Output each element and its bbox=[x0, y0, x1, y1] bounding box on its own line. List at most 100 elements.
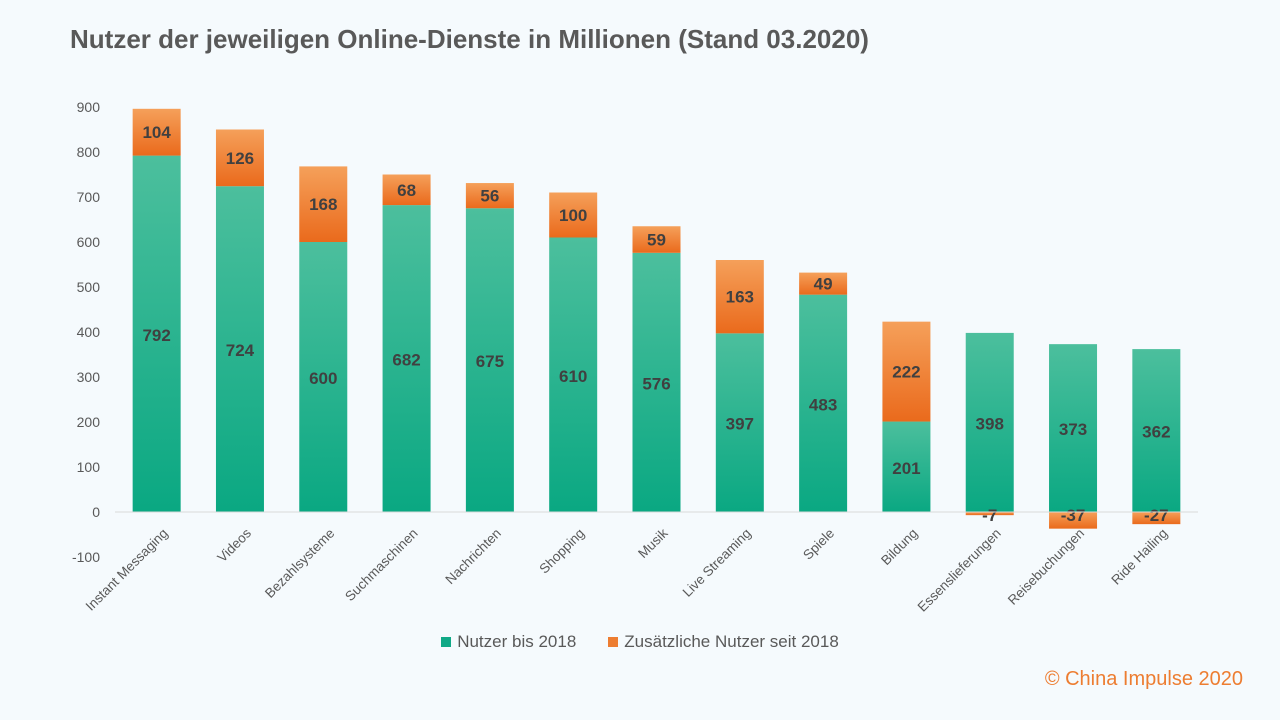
y-tick-label: 900 bbox=[77, 99, 101, 115]
data-label-base: 600 bbox=[309, 369, 337, 388]
data-label-extra: 59 bbox=[647, 231, 666, 250]
bar-group: 483 49 bbox=[799, 272, 848, 512]
bar-segment-base bbox=[799, 294, 848, 512]
legend-swatch-base bbox=[441, 637, 452, 647]
bar-group: 576 59 bbox=[632, 226, 681, 513]
data-label-extra: 100 bbox=[559, 206, 587, 225]
bar-group: 682 68 bbox=[382, 174, 431, 512]
data-label-extra: 104 bbox=[142, 123, 171, 142]
x-tick-label: Reisebuchungen bbox=[1005, 526, 1087, 608]
bar-group: 397 163 bbox=[715, 260, 764, 512]
bar-segment-extra bbox=[799, 272, 848, 295]
data-label-extra: 56 bbox=[480, 187, 499, 206]
bar-segment-extra bbox=[215, 129, 264, 187]
bar-group: 373 -37 bbox=[1049, 344, 1098, 529]
bar-segment-extra bbox=[1049, 512, 1098, 529]
x-tick-label: Bildung bbox=[878, 526, 920, 568]
data-label-base: 610 bbox=[559, 367, 587, 386]
y-tick-label: 500 bbox=[77, 279, 101, 295]
bar-segment-extra bbox=[965, 512, 1014, 516]
data-label-base: 792 bbox=[142, 326, 170, 345]
bar-group: 600 168 bbox=[299, 166, 348, 512]
y-tick-label: 300 bbox=[77, 369, 101, 385]
bars: 792 104 724 126 600 168 682 68 675 56 610 100 576 59 3… bbox=[132, 108, 1181, 529]
data-label-base: 675 bbox=[476, 352, 504, 371]
bar-segment-base bbox=[299, 242, 348, 512]
data-label-extra: 168 bbox=[309, 195, 337, 214]
data-label-base: 576 bbox=[642, 374, 670, 393]
y-tick-label: 600 bbox=[77, 234, 101, 250]
y-tick-label: 200 bbox=[77, 414, 101, 430]
x-axis: Instant Messaging Videos Bezahlsysteme Such… bbox=[83, 525, 1171, 614]
data-label-base: 682 bbox=[392, 351, 420, 370]
data-label-base: 724 bbox=[226, 341, 255, 360]
y-tick-label: 100 bbox=[77, 459, 101, 475]
bar-segment-extra bbox=[549, 192, 598, 238]
legend-swatch-extra bbox=[608, 637, 619, 647]
data-label-extra: 68 bbox=[397, 181, 416, 200]
y-tick-label: 700 bbox=[77, 189, 101, 205]
bar-group: 610 100 bbox=[549, 192, 598, 512]
bar-segment-base bbox=[215, 186, 264, 512]
bar-segment-base bbox=[965, 332, 1014, 512]
x-tick-label: Suchmaschinen bbox=[342, 526, 421, 605]
legend: Nutzer bis 2018 Zusätzliche Nutzer seit … bbox=[0, 632, 1280, 652]
bar-segment-extra bbox=[382, 174, 431, 206]
copyright-note: © China Impulse 2020 bbox=[1044, 668, 1243, 690]
bar-segment-base bbox=[882, 421, 931, 512]
legend-label-extra: Zusätzliche Nutzer seit 2018 bbox=[624, 632, 839, 651]
bar-segment-extra bbox=[882, 321, 931, 422]
bar-segment-extra bbox=[632, 226, 681, 253]
bar-group: 398 -7 bbox=[965, 332, 1014, 525]
data-label-extra: -37 bbox=[1061, 506, 1086, 525]
x-tick-label: Videos bbox=[214, 525, 254, 565]
bar-segment-extra bbox=[715, 260, 764, 334]
x-tick-label: Spiele bbox=[800, 526, 837, 563]
legend-item-base: Nutzer bis 2018 bbox=[441, 632, 576, 652]
bar-segment-base bbox=[465, 208, 514, 512]
x-tick-label: Instant Messaging bbox=[83, 526, 171, 614]
data-label-extra: -27 bbox=[1144, 506, 1169, 525]
data-label-base: 362 bbox=[1142, 423, 1170, 442]
y-tick-label: 0 bbox=[92, 504, 100, 520]
bar-segment-base bbox=[632, 252, 681, 513]
bar-segment-base bbox=[715, 333, 764, 512]
bar-group: 362 -27 bbox=[1132, 349, 1181, 525]
bar-segment-extra bbox=[299, 166, 348, 242]
legend-label-base: Nutzer bis 2018 bbox=[457, 632, 577, 651]
x-tick-label: Musik bbox=[635, 525, 671, 561]
bar-segment-base bbox=[1049, 344, 1098, 512]
bar-group: 675 56 bbox=[465, 183, 514, 512]
x-tick-label: Live Streaming bbox=[680, 526, 754, 600]
y-tick-label: -100 bbox=[72, 549, 100, 565]
bar-segment-base bbox=[1132, 349, 1181, 512]
y-axis: -100 0 100 200 300 400 500 600 700 800 900 bbox=[72, 99, 100, 565]
y-tick-label: 800 bbox=[77, 144, 101, 160]
x-tick-label: Ride Hailing bbox=[1108, 526, 1170, 588]
data-label-base: 398 bbox=[976, 414, 1004, 433]
bar-segment-extra bbox=[1132, 512, 1181, 525]
data-label-extra: 222 bbox=[892, 363, 920, 382]
bar-segment-extra bbox=[132, 108, 181, 156]
data-label-base: 483 bbox=[809, 395, 837, 414]
legend-item-extra: Zusätzliche Nutzer seit 2018 bbox=[608, 632, 839, 652]
x-tick-label: Nachrichten bbox=[442, 526, 504, 588]
data-label-extra: 126 bbox=[226, 149, 254, 168]
bar-group: 792 104 bbox=[132, 108, 181, 512]
bar-segment-base bbox=[382, 205, 431, 512]
bar-group: 201 222 bbox=[882, 321, 931, 512]
chart-title: Nutzer der jeweiligen Online-Dienste in … bbox=[70, 24, 869, 54]
data-label-extra: -7 bbox=[982, 506, 997, 525]
data-label-base: 373 bbox=[1059, 420, 1087, 439]
data-label-extra: 163 bbox=[726, 288, 754, 307]
data-label-base: 201 bbox=[892, 459, 920, 478]
y-tick-label: 400 bbox=[77, 324, 101, 340]
bar-segment-extra bbox=[465, 183, 514, 209]
bar-segment-base bbox=[549, 237, 598, 512]
data-label-extra: 49 bbox=[814, 275, 833, 294]
x-tick-label: Essenslieferungen bbox=[915, 526, 1004, 615]
bar-segment-base bbox=[132, 155, 181, 512]
data-label-base: 397 bbox=[726, 415, 754, 434]
x-tick-label: Bezahlsysteme bbox=[262, 526, 337, 601]
